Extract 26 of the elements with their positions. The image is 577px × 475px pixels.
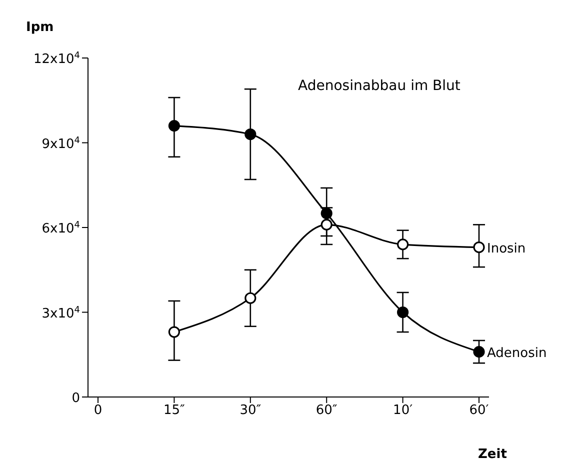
y-tick-label: 9x10$^{4}$: [42, 136, 80, 152]
point: [320, 218, 332, 230]
x-axis-title: Zeit: [478, 447, 507, 462]
y-tick-label: 3x10$^{4}$: [42, 305, 80, 322]
series-label: Inosin: [487, 241, 526, 256]
series-label: Adenosin: [487, 346, 547, 361]
x-tick-label: 60″: [316, 403, 338, 418]
point: [473, 241, 485, 254]
point: [397, 238, 409, 250]
x-tick-label: 10′: [393, 403, 413, 418]
point: [168, 326, 180, 338]
point: [168, 120, 180, 132]
x-tick-label: 60′: [469, 403, 489, 418]
x-tick-label: 30″: [240, 403, 262, 418]
point: [320, 208, 332, 220]
y-tick-label: 6x10$^{4}$: [42, 220, 80, 236]
point: [244, 292, 256, 304]
y-tick-label: 12x10$^{4}$: [33, 51, 80, 67]
y-tick-label: 0: [72, 391, 80, 406]
point: [397, 306, 409, 318]
x-tick-label: 0: [94, 403, 102, 418]
x-tick-label: 15″: [163, 403, 186, 418]
y-axis-title: Ipm: [26, 20, 54, 35]
point: [473, 346, 485, 358]
text: Adenosinabbau im Blut: [298, 78, 460, 94]
point: [244, 128, 256, 140]
